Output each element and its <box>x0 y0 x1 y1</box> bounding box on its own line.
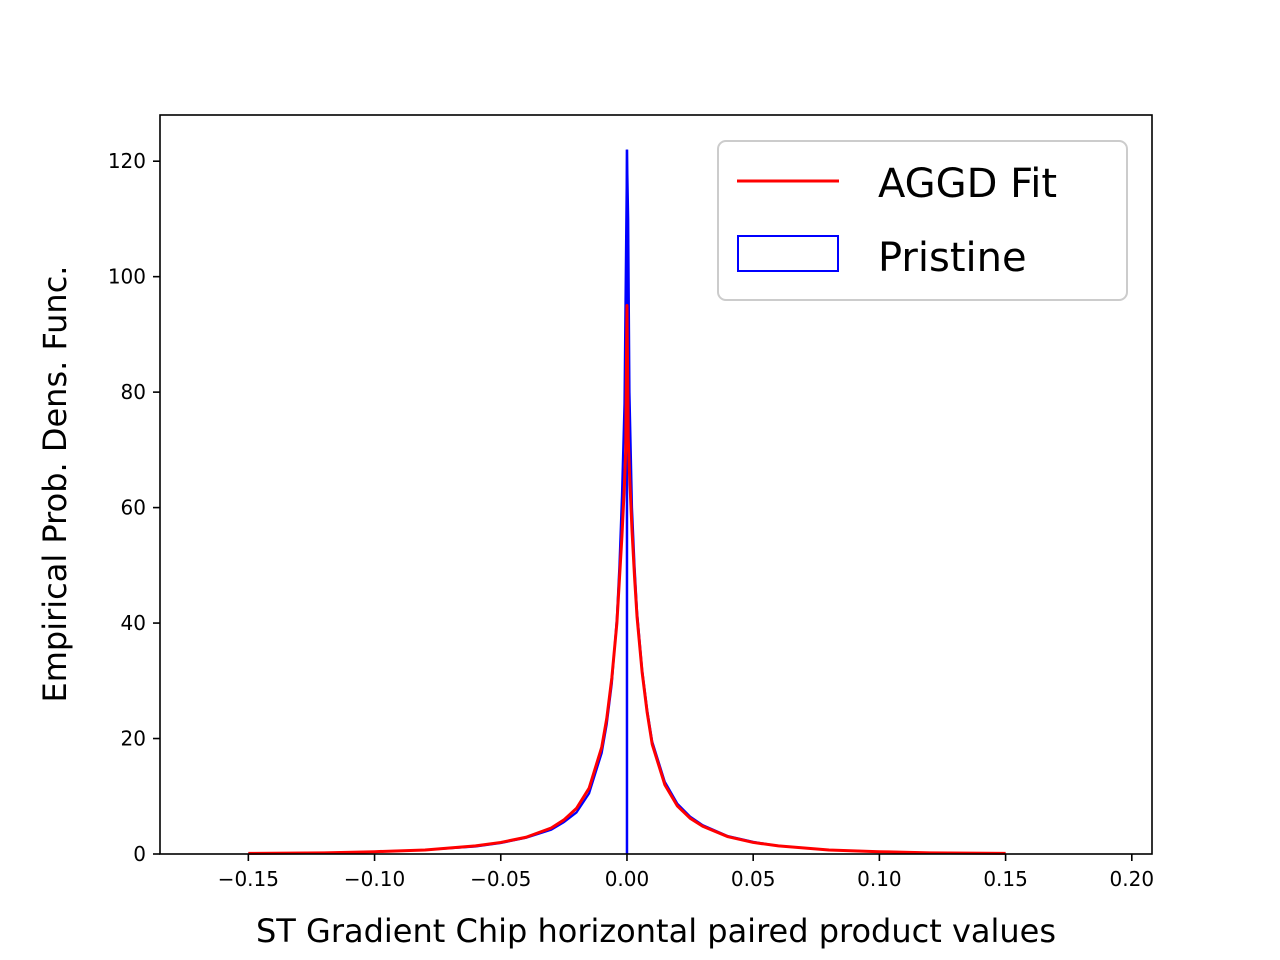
y-tick-label: 40 <box>121 611 146 635</box>
y-tick-label: 20 <box>121 727 146 751</box>
series-aggd-fit-line <box>248 304 1006 855</box>
y-tick-label: 60 <box>121 496 146 520</box>
y-tick-label: 0 <box>133 842 146 866</box>
series-layer <box>248 149 1006 855</box>
y-axis: 0 20 40 60 80 100 120 <box>108 149 160 866</box>
legend-label-pristine: Pristine <box>878 235 1027 281</box>
plot-frame <box>159 114 1153 855</box>
x-tick-label: 0.20 <box>1110 867 1155 891</box>
legend-swatch-pristine <box>737 235 839 272</box>
x-tick-label: −0.15 <box>218 867 279 891</box>
x-tick-label: 0.05 <box>731 867 776 891</box>
y-axis-title: Empirical Prob. Dens. Func. <box>36 266 74 703</box>
x-axis-title: ST Gradient Chip horizontal paired produ… <box>256 912 1056 950</box>
x-tick-label: −0.10 <box>344 867 405 891</box>
y-tick-label: 120 <box>108 149 146 173</box>
x-tick-label: −0.05 <box>470 867 531 891</box>
x-axis: −0.15 −0.10 −0.05 0.00 0.05 0.10 0.15 0.20 <box>218 854 1154 891</box>
legend-label-aggd-fit: AGGD Fit <box>878 161 1057 207</box>
y-tick-label: 80 <box>121 380 146 404</box>
legend: AGGD Fit Pristine <box>717 140 1128 301</box>
x-tick-label: 0.15 <box>983 867 1028 891</box>
x-tick-label: 0.10 <box>857 867 902 891</box>
y-tick-label: 100 <box>108 265 146 289</box>
x-tick-label: 0.00 <box>605 867 650 891</box>
